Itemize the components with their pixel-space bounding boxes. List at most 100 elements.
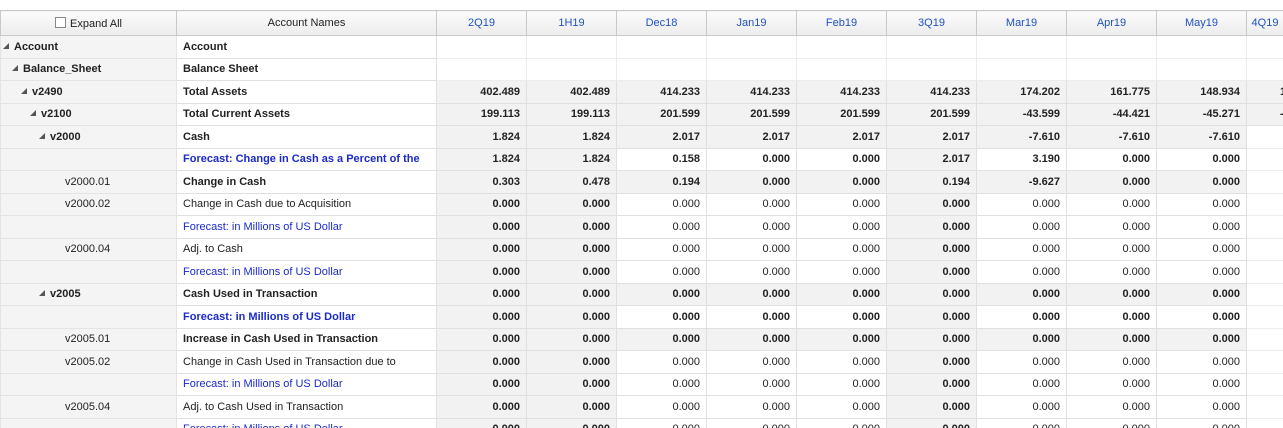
value-cell[interactable]: 0.000: [436, 215, 527, 239]
value-cell[interactable]: 0.000: [1066, 147, 1157, 171]
empty-cell: [436, 35, 527, 59]
value-cell[interactable]: 0.000: [706, 372, 797, 396]
value-cell[interactable]: 0.000: [976, 215, 1067, 239]
expand-toggle[interactable]: [39, 290, 45, 297]
account-id[interactable]: v2490: [32, 85, 63, 98]
account-name: Change in Cash due to Acquisition: [176, 192, 437, 216]
value-cell[interactable]: 3.190: [976, 147, 1067, 171]
value-cell[interactable]: 0.000: [796, 147, 887, 171]
account-id[interactable]: v2000.01: [65, 175, 111, 188]
value-cell[interactable]: 0.000: [706, 417, 797, 428]
period-header[interactable]: Jan19: [706, 10, 797, 36]
value-cell[interactable]: 1.824: [436, 147, 527, 171]
value-cell[interactable]: 0.000: [706, 147, 797, 171]
expand-all-label[interactable]: Expand All: [70, 17, 122, 30]
value-cell[interactable]: 0.000: [616, 215, 707, 239]
account-id[interactable]: v2000.02: [65, 198, 111, 211]
account-id[interactable]: v2005.02: [65, 355, 111, 368]
value-cell: 0.000: [1066, 327, 1157, 351]
value-cell[interactable]: 0.000: [526, 417, 617, 428]
value-cell: 0.000: [436, 395, 527, 419]
period-header[interactable]: 2Q19: [436, 10, 527, 36]
period-header[interactable]: Apr19: [1066, 10, 1157, 36]
value-cell[interactable]: 0.000: [1156, 147, 1247, 171]
value-cell[interactable]: 0.000: [1156, 417, 1247, 428]
expand-toggle[interactable]: [30, 110, 36, 117]
value-cell[interactable]: 0.000: [796, 417, 887, 428]
value-cell[interactable]: 0.000: [616, 372, 707, 396]
value-cell: -45.271: [1156, 102, 1247, 126]
value-cell[interactable]: 0.000: [1156, 305, 1247, 329]
value-cell[interactable]: 0.000: [1156, 260, 1247, 284]
column-header[interactable]: Account Names: [176, 10, 437, 36]
value-cell[interactable]: 0.000: [436, 417, 527, 428]
expand-toggle[interactable]: [21, 87, 27, 94]
value-cell[interactable]: 0.000: [526, 372, 617, 396]
value-cell[interactable]: 0.000: [886, 215, 977, 239]
value-cell[interactable]: 0.000: [436, 305, 527, 329]
value-cell[interactable]: 0.000: [1066, 260, 1157, 284]
grid-row: v2000.04 Adj. to Cash 0.000 0.000 0.000 0.000…: [0, 237, 1283, 261]
value-cell[interactable]: 0.000: [526, 260, 617, 284]
value-cell[interactable]: 0.000: [436, 260, 527, 284]
value-cell[interactable]: 0.000: [526, 215, 617, 239]
value-cell[interactable]: 0.000: [886, 372, 977, 396]
expand-toggle[interactable]: [39, 132, 45, 139]
period-header[interactable]: Feb19: [796, 10, 887, 36]
value-cell[interactable]: 0.000: [976, 260, 1067, 284]
account-id[interactable]: Balance_Sheet: [23, 63, 102, 76]
value-cell[interactable]: 0.000: [436, 372, 527, 396]
value-cell[interactable]: 0.000: [1066, 215, 1157, 239]
value-cell[interactable]: 0.000: [1156, 215, 1247, 239]
account-id[interactable]: Account: [14, 40, 58, 53]
value-cell[interactable]: 0.000: [886, 260, 977, 284]
value-cell: 0.000: [1156, 350, 1247, 374]
value-cell[interactable]: 0.000: [976, 305, 1067, 329]
value-cell[interactable]: 0.000: [706, 260, 797, 284]
value-cell[interactable]: 1.824: [526, 147, 617, 171]
period-header[interactable]: Dec18: [616, 10, 707, 36]
value-cell[interactable]: 0.000: [706, 215, 797, 239]
value-cell[interactable]: 0.000: [616, 260, 707, 284]
value-cell[interactable]: 0.000: [976, 372, 1067, 396]
value-cell[interactable]: 0.000: [706, 305, 797, 329]
value-cell[interactable]: 0.000: [1156, 372, 1247, 396]
expand-toggle[interactable]: [12, 65, 18, 72]
expand-all[interactable]: Expand All: [0, 10, 177, 36]
value-cell[interactable]: 0.000: [796, 215, 887, 239]
value-cell[interactable]: 0.000: [886, 417, 977, 428]
value-cell[interactable]: 0.000: [796, 260, 887, 284]
account-id[interactable]: v2005: [50, 288, 81, 301]
value-cell[interactable]: 0.000: [796, 305, 887, 329]
period-header[interactable]: May19: [1156, 10, 1247, 36]
value-cell[interactable]: 0.158: [616, 147, 707, 171]
account-id[interactable]: v2005.01: [65, 333, 111, 346]
value-cell: 0.000: [886, 327, 977, 351]
account-id[interactable]: v2100: [41, 108, 72, 121]
account-id[interactable]: v2000: [50, 130, 81, 143]
value-cell[interactable]: 0.000: [526, 305, 617, 329]
checkbox[interactable]: [55, 16, 66, 28]
period-header[interactable]: Mar19: [976, 10, 1067, 36]
value-cell[interactable]: 0.000: [1066, 305, 1157, 329]
period-header[interactable]: 1H19: [526, 10, 617, 36]
empty-cell: [706, 57, 797, 81]
period-header[interactable]: 3Q19: [886, 10, 977, 36]
value-cell[interactable]: 0.000: [976, 417, 1067, 428]
account-id[interactable]: v2005.04: [65, 400, 111, 413]
value-cell: 414.233: [796, 80, 887, 104]
value-cell[interactable]: 0.000: [1066, 372, 1157, 396]
account-cell: [0, 417, 177, 428]
account-id[interactable]: v2000.04: [65, 243, 111, 256]
value-cell[interactable]: 0.000: [886, 305, 977, 329]
value-cell[interactable]: 0.000: [616, 305, 707, 329]
value-cell: 0.303: [436, 170, 527, 194]
value-cell[interactable]: 0.000: [796, 372, 887, 396]
value-cell: -9.627: [976, 170, 1067, 194]
value-cell[interactable]: 2.017: [886, 147, 977, 171]
value-cell[interactable]: 0.000: [1066, 417, 1157, 428]
expand-toggle[interactable]: [3, 42, 9, 49]
period-header[interactable]: 4Q19: [1246, 10, 1283, 36]
value-cell[interactable]: 0.000: [616, 417, 707, 428]
